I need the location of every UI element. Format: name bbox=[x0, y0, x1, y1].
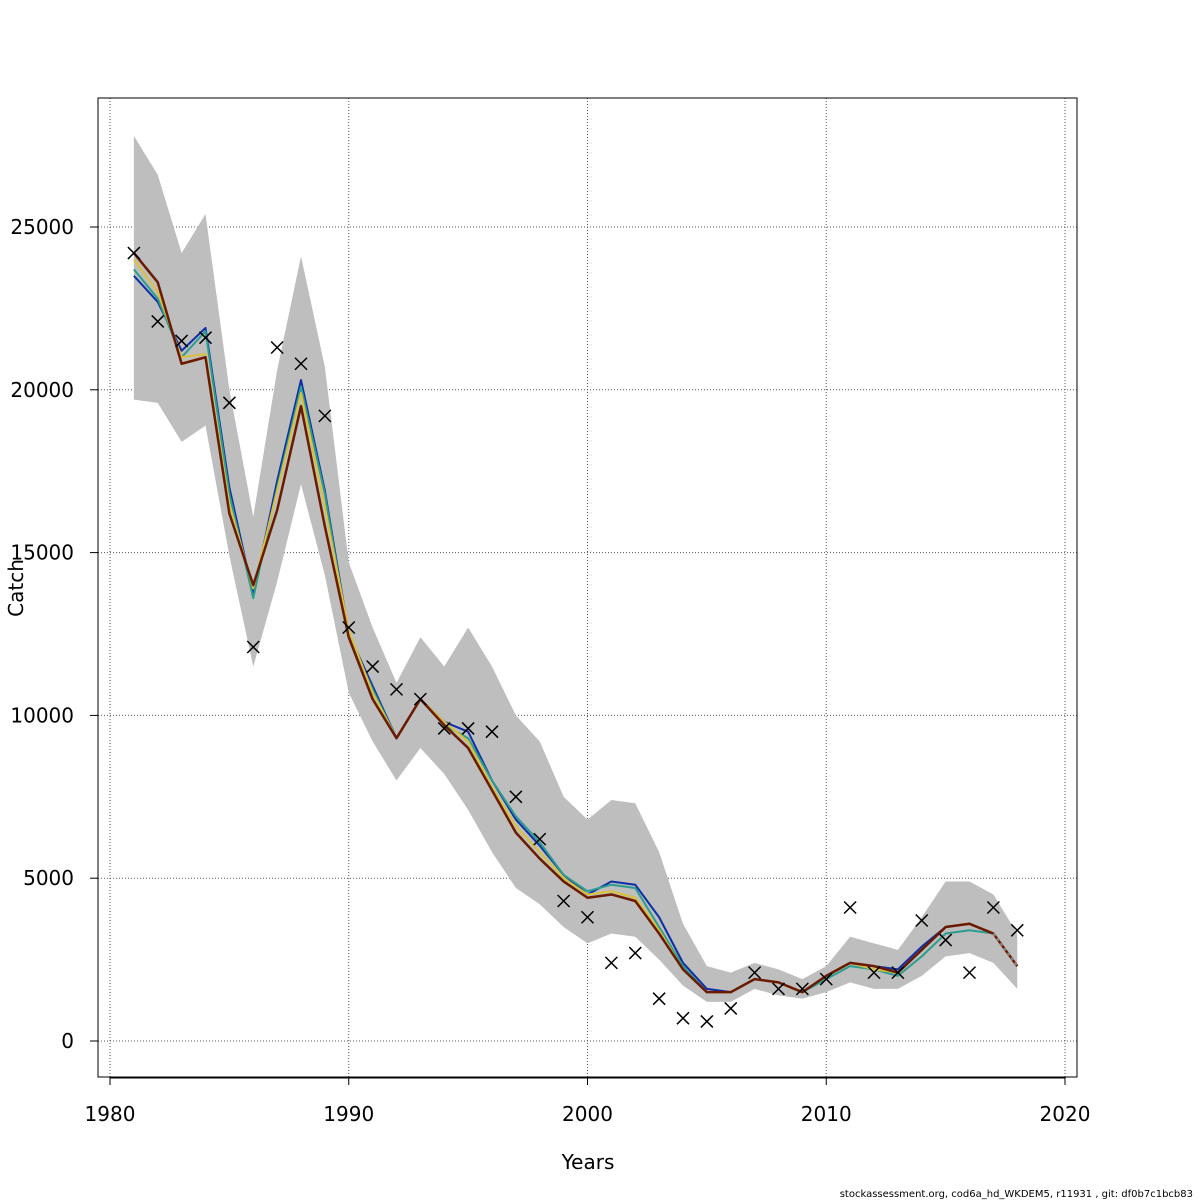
observed-point bbox=[437, 721, 451, 735]
observed-point bbox=[557, 894, 571, 908]
x-tick-label: 1990 bbox=[323, 1102, 374, 1126]
observed-point bbox=[246, 640, 260, 654]
x-axis: 1980 1990 2000 2010 2020 bbox=[85, 1077, 1091, 1126]
observed-point bbox=[222, 396, 236, 410]
observed-point bbox=[843, 900, 857, 915]
confidence-band bbox=[133, 135, 1018, 1002]
y-tick-label: 25000 bbox=[10, 215, 74, 239]
observed-point bbox=[676, 1011, 690, 1025]
observed-point bbox=[962, 966, 977, 980]
x-tick-label: 2020 bbox=[1040, 1102, 1091, 1126]
observed-point bbox=[509, 790, 523, 804]
observed-point bbox=[652, 992, 666, 1006]
observed-point bbox=[891, 966, 905, 980]
observed-point bbox=[748, 966, 762, 980]
observed-point bbox=[986, 900, 1000, 915]
observed-point bbox=[318, 409, 332, 423]
footer-note: stockassessment.org, cod6a_hd_WKDEM5, r1… bbox=[840, 1189, 1193, 1200]
observed-point bbox=[461, 721, 475, 735]
observed-point bbox=[867, 966, 881, 980]
x-tick-label: 2000 bbox=[562, 1102, 613, 1126]
observed-point bbox=[700, 1014, 714, 1028]
y-tick-label: 5000 bbox=[23, 866, 74, 890]
ci-band-area bbox=[133, 135, 1018, 1002]
observed-point bbox=[604, 956, 618, 970]
observed-points bbox=[127, 246, 1024, 1028]
observed-point bbox=[939, 933, 953, 947]
observed-point bbox=[915, 913, 929, 928]
observed-point bbox=[366, 660, 380, 674]
y-tick-label: 10000 bbox=[10, 703, 74, 727]
observed-point bbox=[771, 982, 786, 996]
y-tick-label: 15000 bbox=[10, 541, 74, 565]
observed-point bbox=[151, 314, 165, 328]
observed-point bbox=[389, 682, 404, 696]
y-tick-label: 0 bbox=[61, 1029, 74, 1053]
x-tick-label: 1980 bbox=[85, 1102, 136, 1126]
observed-point bbox=[413, 692, 427, 706]
observed-point bbox=[294, 357, 308, 371]
x-axis-title: Years bbox=[561, 1150, 615, 1174]
observed-point bbox=[533, 832, 547, 846]
observed-point bbox=[485, 725, 499, 739]
observed-point bbox=[175, 334, 189, 348]
observed-point bbox=[628, 946, 642, 960]
y-axis-title: Catch bbox=[4, 559, 28, 617]
x-tick-label: 2010 bbox=[801, 1102, 852, 1126]
observed-point bbox=[580, 910, 595, 924]
observed-point bbox=[127, 246, 141, 260]
observed-point bbox=[795, 982, 809, 996]
y-tick-label: 20000 bbox=[10, 378, 74, 402]
observed-point bbox=[724, 1001, 738, 1015]
observed-point bbox=[342, 620, 356, 635]
observed-point bbox=[198, 331, 213, 345]
y-axis: 0 5000 10000 15000 20000 25000 bbox=[10, 215, 98, 1053]
observed-point bbox=[819, 972, 833, 986]
observed-point bbox=[270, 340, 284, 355]
projection-segment bbox=[992, 932, 1019, 967]
observed-point bbox=[1010, 923, 1024, 937]
series-line-4 bbox=[132, 252, 1019, 994]
